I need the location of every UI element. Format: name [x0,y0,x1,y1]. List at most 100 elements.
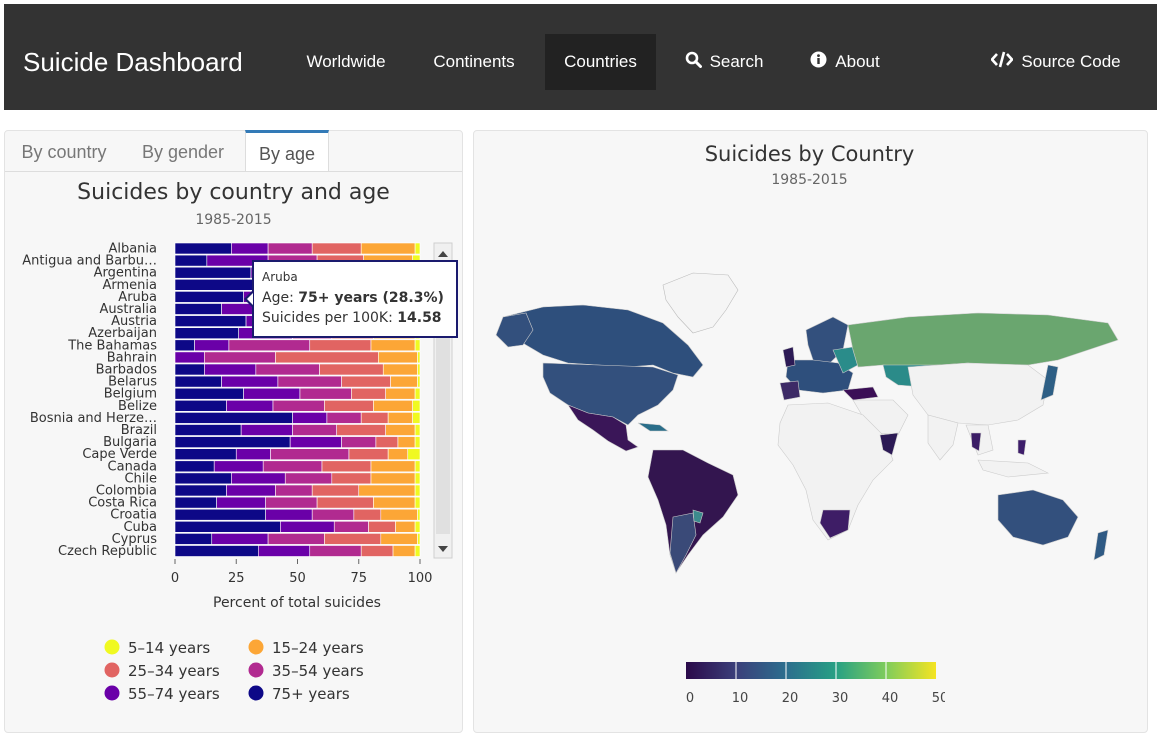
bar-segment[interactable] [392,545,416,557]
bar-segment[interactable] [174,351,205,364]
bar-segment[interactable] [174,496,217,509]
bar-segment[interactable] [387,448,409,461]
bar-segment[interactable] [309,339,372,352]
bar-segment[interactable] [174,291,244,303]
nav-countries[interactable]: Countries [545,34,656,90]
scroll-down-arrow-icon[interactable] [438,546,448,552]
bar-segment[interactable] [174,533,213,545]
bar-segment[interactable] [321,460,372,473]
bar-segment[interactable] [360,412,389,424]
bar-segment[interactable] [174,327,240,340]
bar-segment[interactable] [174,448,237,461]
bar-segment[interactable] [380,508,418,521]
bar-segment[interactable] [231,242,269,255]
bar-segment[interactable] [270,448,350,461]
bar-segment[interactable] [336,424,387,436]
bar-segment[interactable] [358,484,416,497]
bar-segment[interactable] [417,533,421,545]
bar-segment[interactable] [299,387,352,400]
tab-by-gender[interactable]: By gender [141,142,225,162]
bar-segment[interactable] [174,436,291,448]
bar-segment[interactable] [280,520,335,533]
bar-segment[interactable] [292,412,328,424]
world-choropleth-map[interactable] [488,255,1138,585]
bar-segment[interactable] [257,545,311,557]
bar-segment[interactable] [235,448,271,461]
bar-segment[interactable] [326,412,362,424]
bar-segment[interactable] [397,436,416,448]
bar-segment[interactable] [267,242,313,255]
nav-source-code[interactable]: Source Code [980,34,1132,90]
bar-segment[interactable] [265,508,313,521]
bar-segment[interactable] [174,339,195,352]
bar-segment[interactable] [385,387,416,400]
bar-segment[interactable] [414,520,421,533]
bar-segment[interactable] [174,303,222,315]
bar-segment[interactable] [417,351,421,364]
bar-segment[interactable] [174,363,205,376]
bar-segment[interactable] [174,254,208,267]
bar-segment[interactable] [412,399,421,412]
bar-segment[interactable] [174,387,244,400]
bar-segment[interactable] [331,472,372,485]
bar-segment[interactable] [348,448,389,461]
bar-segment[interactable] [373,399,413,412]
bar-segment[interactable] [267,533,325,545]
bar-segment[interactable] [226,399,274,412]
bar-segment[interactable] [353,508,382,521]
bar-segment[interactable] [174,508,266,521]
bar-segment[interactable] [213,460,264,473]
bar-segment[interactable] [240,424,293,436]
bar-segment[interactable] [414,436,421,448]
bar-segment[interactable] [174,520,281,533]
bar-segment[interactable] [289,436,342,448]
bar-segment[interactable] [417,375,421,388]
bar-segment[interactable] [174,399,227,412]
bar-segment[interactable] [226,484,276,497]
bar-segment[interactable] [324,533,382,545]
bar-segment[interactable] [277,375,342,388]
bar-segment[interactable] [378,351,418,364]
bar-segment[interactable] [407,448,421,461]
bar-segment[interactable] [221,375,279,388]
scroll-up-arrow-icon[interactable] [438,251,448,257]
bar-segment[interactable] [243,387,301,400]
bar-segment[interactable] [174,545,259,557]
bar-segment[interactable] [417,508,421,521]
brand-title[interactable]: Suicide Dashboard [23,47,243,77]
bar-segment[interactable] [341,436,377,448]
bar-segment[interactable] [333,520,369,533]
bar-segment[interactable] [414,242,421,255]
bar-segment[interactable] [414,460,421,473]
bar-segment[interactable] [370,472,416,485]
bar-segment[interactable] [174,375,222,388]
bar-segment[interactable] [311,484,360,497]
bar-segment[interactable] [351,387,386,400]
bar-segment[interactable] [292,424,338,436]
bar-segment[interactable] [272,399,325,412]
bar-segment[interactable] [174,460,215,473]
bar-segment[interactable] [174,278,254,291]
bar-segment[interactable] [395,520,416,533]
nav-worldwide[interactable]: Worldwide [292,34,400,90]
bar-segment[interactable] [211,533,269,545]
bar-segment[interactable] [360,242,416,255]
bar-segment[interactable] [316,496,374,509]
bar-segment[interactable] [385,424,416,436]
nav-continents[interactable]: Continents [416,34,532,90]
bar-segment[interactable] [341,375,391,388]
bar-segment[interactable] [360,545,394,557]
bar-segment[interactable] [174,315,247,327]
bar-segment[interactable] [368,520,396,533]
bar-segment[interactable] [311,242,362,255]
bar-segment[interactable] [373,496,416,509]
nav-about[interactable]: About [797,34,893,90]
bar-segment[interactable] [174,266,252,279]
bar-segment[interactable] [324,399,374,412]
bar-segment[interactable] [228,339,311,352]
bar-segment[interactable] [174,412,293,424]
bar-segment[interactable] [390,375,418,388]
bar-segment[interactable] [275,351,379,364]
bar-segment[interactable] [284,472,333,485]
bar-segment[interactable] [417,363,421,376]
